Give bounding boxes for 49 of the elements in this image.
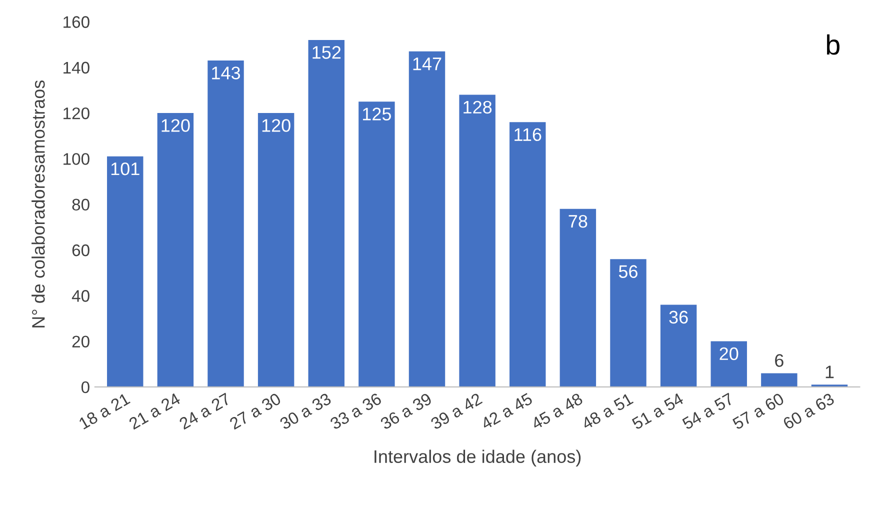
- data-label: 143: [212, 66, 240, 80]
- bar: [560, 208, 596, 387]
- y-tick-label: 120: [64, 107, 90, 120]
- data-label: 6: [775, 354, 784, 367]
- bar: [510, 122, 546, 387]
- bar: [258, 113, 294, 387]
- x-tick-label: 24 a 27: [178, 392, 232, 430]
- bar: [308, 40, 344, 387]
- x-tick-label: 33 a 36: [329, 392, 382, 430]
- data-label: 1: [826, 366, 834, 378]
- y-tick-label: 80: [72, 198, 90, 211]
- data-label: 125: [363, 108, 391, 120]
- data-label: 120: [162, 119, 190, 132]
- y-tick-label: 0: [81, 381, 90, 394]
- x-axis-title: Intervalos de idade (anos): [374, 450, 581, 467]
- bar: [761, 373, 798, 387]
- data-label: 120: [262, 119, 290, 132]
- bar: [208, 60, 244, 387]
- bar: [157, 113, 194, 387]
- y-tick-label: 40: [72, 290, 90, 302]
- bar: [459, 94, 496, 387]
- annotation: b: [826, 34, 840, 55]
- x-tick-label: 39 a 42: [430, 392, 483, 430]
- y-tick-label: 100: [64, 153, 90, 165]
- y-tick-label: 160: [64, 16, 90, 28]
- data-label: 128: [464, 100, 492, 114]
- bar: [710, 341, 747, 387]
- x-tick-label: 30 a 33: [278, 392, 332, 430]
- data-label: 56: [618, 265, 638, 278]
- bar: [408, 51, 446, 387]
- data-label: 78: [568, 214, 588, 228]
- x-tick-label: 36 a 39: [380, 392, 432, 430]
- y-axis-title: N° de colaboradoresamostraos: [32, 80, 45, 328]
- y-tick-label: 140: [64, 62, 90, 74]
- bar: [358, 102, 395, 387]
- bar: [107, 156, 144, 387]
- data-label: 152: [312, 46, 341, 59]
- bar: [660, 304, 697, 387]
- x-tick-label: 18 a 21: [78, 392, 131, 430]
- data-label: 147: [413, 58, 442, 70]
- data-label: 20: [720, 347, 738, 360]
- bar: [610, 259, 646, 387]
- y-tick-label: 20: [72, 336, 90, 348]
- data-label: 36: [669, 310, 688, 324]
- x-tick-label: 57 a 60: [732, 392, 785, 430]
- data-label: 101: [111, 162, 140, 176]
- data-label: 116: [514, 128, 542, 141]
- x-tick-label: 60 a 63: [782, 392, 835, 430]
- y-tick-label: 60: [72, 244, 90, 256]
